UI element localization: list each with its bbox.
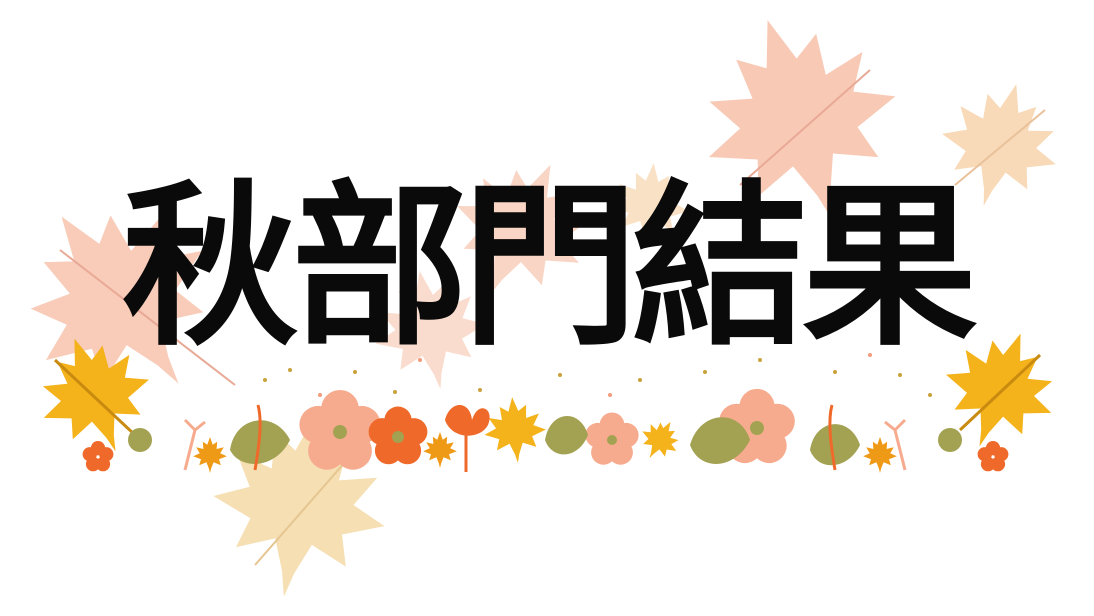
leaf-icon — [128, 416, 962, 466]
background-maple-leaf-icon — [926, 68, 1074, 222]
flower-icon — [82, 441, 114, 472]
sprig-icon — [183, 418, 907, 471]
maple-leaf-icon — [926, 314, 1074, 466]
flower-icon — [368, 406, 428, 465]
maple-leaf-icon — [481, 394, 549, 466]
flower-icon — [299, 389, 381, 470]
maple-leaf-icon — [21, 319, 169, 471]
flower-icon — [585, 412, 639, 465]
flower-icon — [977, 441, 1009, 472]
sparkle-dots — [263, 353, 932, 397]
maple-leaf-icon — [423, 432, 457, 468]
maple-leaf-icon — [863, 437, 897, 473]
page-title: 秋部門結果 — [121, 165, 978, 370]
flower-icon — [719, 388, 795, 464]
maple-leaf-icon — [632, 412, 688, 468]
sprig-icon — [445, 405, 490, 472]
background-maple-leaf-icon — [0, 161, 257, 439]
sprig-icon — [253, 404, 837, 471]
maple-leaf-icon — [193, 437, 227, 473]
background-maple-leaf-icon — [674, 0, 926, 251]
